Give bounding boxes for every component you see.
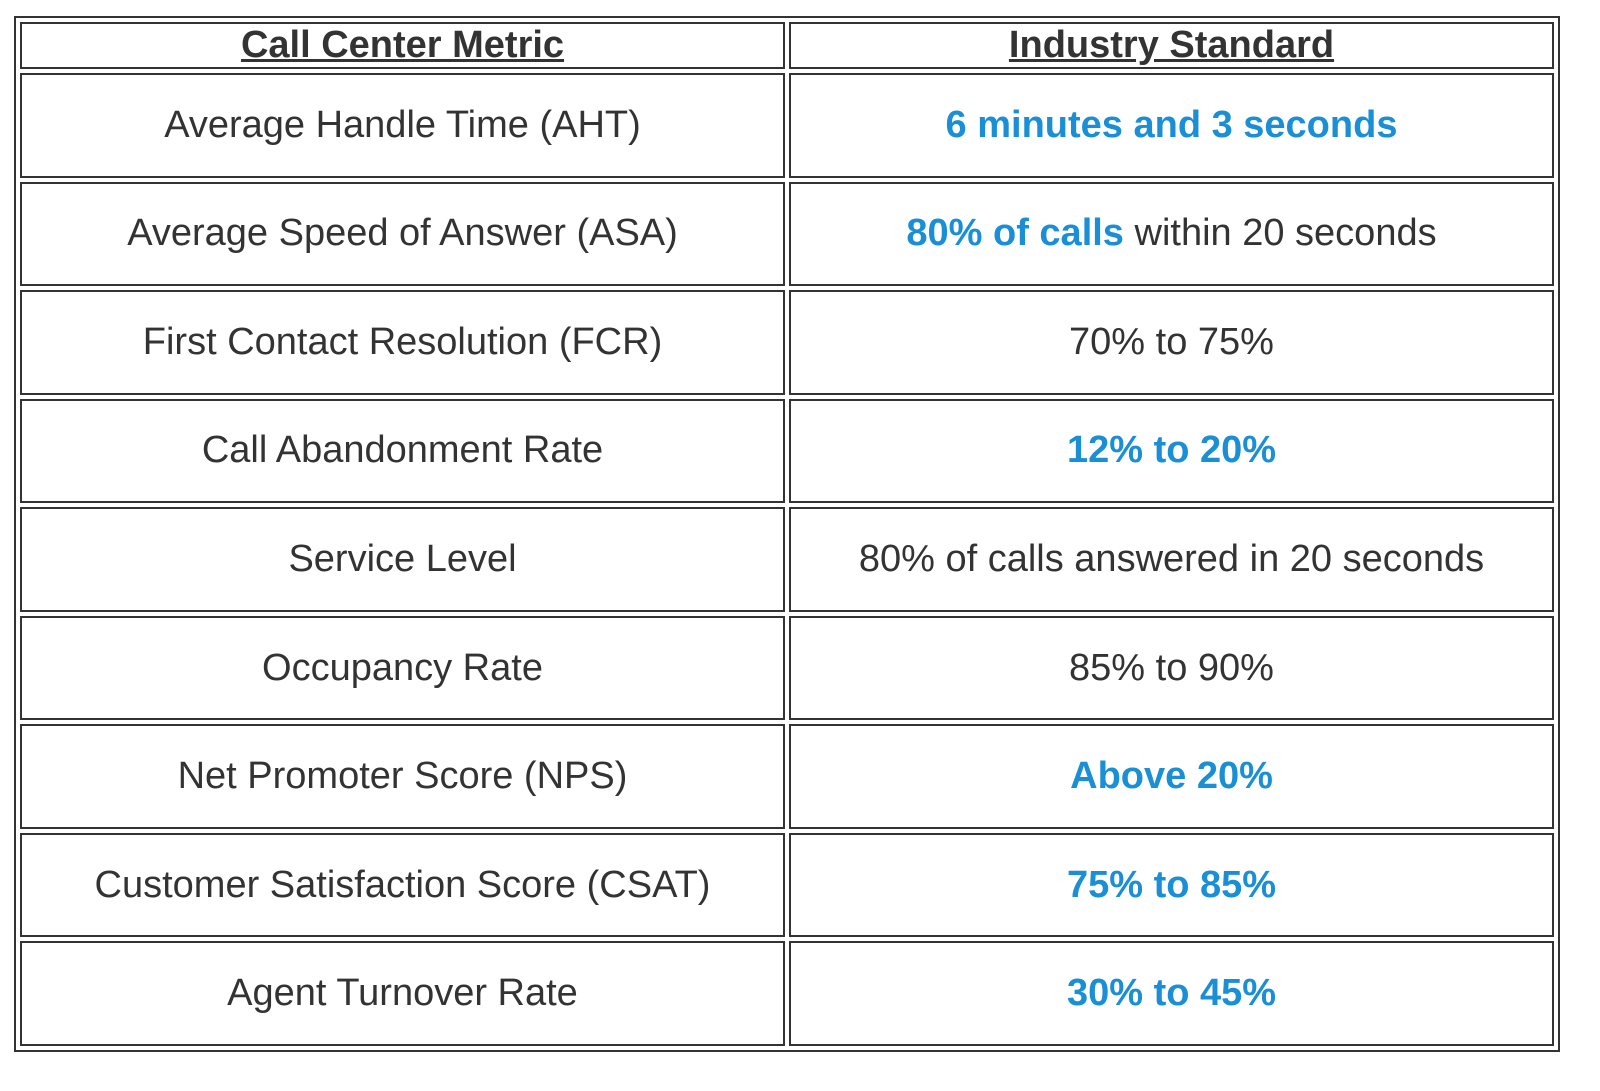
standard-cell: 6 minutes and 3 seconds <box>789 73 1554 178</box>
metric-cell: Service Level <box>20 507 785 612</box>
standard-cell: 80% of calls within 20 seconds <box>789 181 1554 287</box>
standard-cell: 80% of calls answered in 20 seconds <box>789 507 1554 612</box>
emphasized-text: Above 20% <box>1070 755 1273 798</box>
metric-cell: Call Abandonment Rate <box>20 398 785 504</box>
header-row: Call Center Metric Industry Standard <box>20 22 1554 69</box>
metric-cell: Average Speed of Answer (ASA) <box>20 181 785 287</box>
metric-cell: Customer Satisfaction Score (CSAT) <box>20 832 785 938</box>
table-row: Call Abandonment Rate 12% to 20% <box>20 398 1554 504</box>
table-row: Agent Turnover Rate 30% to 45% <box>20 941 1554 1046</box>
metric-cell: First Contact Resolution (FCR) <box>20 290 785 395</box>
plain-text: within 20 seconds <box>1123 212 1437 255</box>
emphasized-text: 12% to 20% <box>1066 429 1277 472</box>
standard-cell: 75% to 85% <box>789 832 1554 938</box>
table-row: Occupancy Rate 85% to 90% <box>20 615 1554 721</box>
plain-text: 85% to 90% <box>1069 646 1274 689</box>
table-row: First Contact Resolution (FCR) 70% to 75% <box>20 290 1554 395</box>
table-row: Service Level 80% of calls answered in 20… <box>20 507 1554 612</box>
standard-cell: 70% to 75% <box>789 290 1554 395</box>
table-row: Customer Satisfaction Score (CSAT) 75% to… <box>20 832 1554 938</box>
standard-cell: 12% to 20% <box>789 398 1554 504</box>
metric-cell: Agent Turnover Rate <box>20 941 785 1046</box>
emphasized-text: 6 minutes and 3 seconds <box>945 103 1398 146</box>
table-body: Average Handle Time (AHT) 6 minutes and 3… <box>20 73 1554 1046</box>
emphasized-text: 75% to 85% <box>1066 863 1277 906</box>
table-row: Net Promoter Score (NPS) Above 20% <box>20 724 1554 829</box>
table-row: Average Speed of Answer (ASA) 80% of call… <box>20 181 1554 287</box>
header-cell: Call Center Metric <box>20 22 785 69</box>
table-row: Average Handle Time (AHT) 6 minutes and 3… <box>20 73 1554 178</box>
standard-cell: 30% to 45% <box>789 941 1554 1046</box>
emphasized-text: 30% to 45% <box>1066 972 1277 1015</box>
metric-cell: Net Promoter Score (NPS) <box>20 724 785 829</box>
emphasized-text: 80% of calls <box>906 212 1124 255</box>
header-cell: Industry Standard <box>789 22 1554 69</box>
standard-cell: Above 20% <box>789 724 1554 829</box>
metric-cell: Average Handle Time (AHT) <box>20 73 785 178</box>
standard-cell: 85% to 90% <box>789 615 1554 721</box>
metric-cell: Occupancy Rate <box>20 615 785 721</box>
plain-text: 80% of calls answered in 20 seconds <box>858 537 1485 580</box>
metrics-table: Call Center Metric Industry Standard Ave… <box>14 16 1560 1052</box>
plain-text: 70% to 75% <box>1069 320 1274 363</box>
